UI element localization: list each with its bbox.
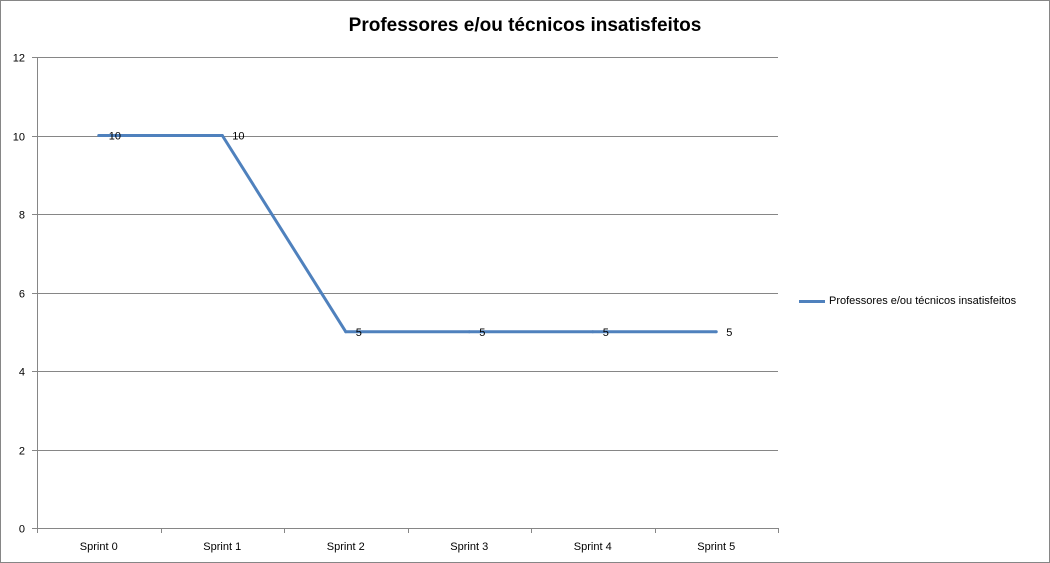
y-tick-label: 2	[19, 446, 25, 458]
data-point	[467, 330, 471, 334]
data-point	[97, 134, 101, 137]
x-tick-label: Sprint 4	[574, 541, 612, 553]
x-tick-label: Sprint 3	[450, 541, 488, 553]
y-tick-label: 12	[13, 53, 25, 65]
y-tick-label: 8	[19, 210, 25, 222]
y-tick-label: 0	[19, 524, 25, 536]
x-tick-label: Sprint 2	[327, 541, 365, 553]
y-tick-label: 10	[13, 132, 25, 144]
legend-label: Professores e/ou técnicos insatisfeitos	[829, 295, 1017, 307]
legend-swatch	[799, 299, 825, 303]
x-tick-label: Sprint 5	[697, 541, 735, 553]
data-label: 5	[603, 327, 609, 339]
data-label: 5	[479, 327, 485, 339]
data-label: 5	[726, 327, 732, 339]
x-tick-label: Sprint 1	[203, 541, 241, 553]
legend: Professores e/ou técnicos insatisfeitos	[799, 295, 1016, 307]
chart-title: Professores e/ou técnicos insatisfeitos	[348, 15, 702, 36]
data-point	[714, 330, 718, 334]
data-point	[344, 330, 348, 334]
x-tick-label: Sprint 0	[80, 541, 118, 553]
y-tick-label: 4	[19, 367, 25, 379]
data-point	[220, 134, 224, 137]
y-tick-label: 6	[19, 289, 25, 301]
data-label: 10	[232, 131, 244, 143]
data-label: 5	[356, 327, 362, 339]
series-line	[98, 134, 717, 334]
data-point	[591, 330, 595, 334]
data-label: 10	[109, 131, 121, 143]
